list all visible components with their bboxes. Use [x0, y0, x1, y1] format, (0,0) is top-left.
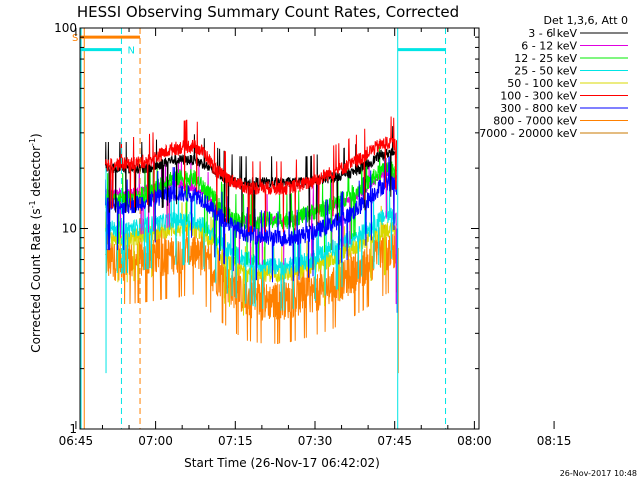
y-axis-title: Corrected Count Rate (s-1 detector-1)	[28, 133, 43, 352]
y-tick-label-1: 1	[69, 422, 77, 436]
footer-timestamp: 26-Nov-2017 10:48	[560, 469, 637, 478]
y-axis-title-end: )	[29, 133, 43, 138]
chart-title: HESSI Observing Summary Count Rates, Cor…	[77, 3, 459, 21]
x-tick-label-0800: 08:00	[457, 434, 492, 448]
y-tick-label-100: 100	[54, 21, 77, 35]
legend-label-2: 12 - 25 keV	[514, 52, 577, 65]
x-tick-label-0745: 07:45	[377, 434, 412, 448]
x-tick-label-0700: 07:00	[138, 434, 173, 448]
y-tick-label-10: 10	[62, 222, 77, 236]
y-axis-title-mid: detector	[29, 146, 43, 201]
plot-area: S N 1 10 100 06:45 07:00 07:15 07:30 07:45 08:00 08…	[54, 21, 571, 448]
x-axis-title: Start Time (26-Nov-17 06:42:02)	[184, 456, 380, 470]
x-tick-label-0645: 06:45	[59, 434, 94, 448]
legend-label-4: 50 - 100 keV	[507, 77, 577, 90]
legend-label-7: 800 - 7000 keV	[493, 115, 577, 128]
x-tick-label-0815: 08:15	[537, 434, 572, 448]
legend-label-1: 6 - 12 keV	[521, 40, 577, 53]
legend-label-6: 300 - 800 keV	[500, 102, 577, 115]
night-flag-label: N	[127, 46, 134, 57]
legend-label-8: 7000 - 20000 keV	[479, 127, 577, 140]
legend-label-0: 3 - 6 keV	[528, 27, 577, 40]
x-tick-label-0715: 07:15	[218, 434, 253, 448]
series-100-300-kev-trace	[105, 116, 397, 233]
y-axis-title-sup1: -1	[28, 200, 37, 208]
series-800-7000-kev-trace	[105, 224, 397, 344]
legend-header: Det 1,3,6, Att 0	[544, 14, 628, 27]
legend-label-5: 100 - 300 keV	[500, 90, 577, 103]
x-tick-label-0730: 07:30	[298, 434, 333, 448]
y-axis-title-main: Corrected Count Rate (s	[29, 208, 43, 352]
legend-label-3: 25 - 50 keV	[514, 65, 577, 78]
saa-flag-label: S	[72, 33, 78, 44]
svg-text:Corrected Count Rate (s-1 dete: Corrected Count Rate (s-1 detector-1)	[28, 133, 43, 352]
y-axis-title-sup2: -1	[28, 138, 37, 146]
